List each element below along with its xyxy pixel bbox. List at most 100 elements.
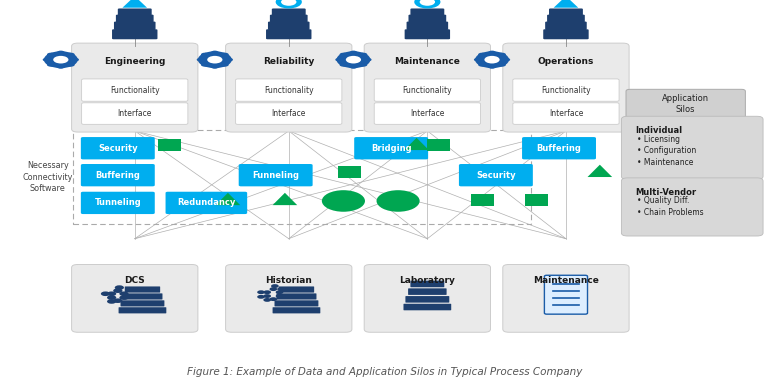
FancyBboxPatch shape: [549, 8, 583, 15]
Text: Funneling: Funneling: [252, 171, 300, 180]
FancyBboxPatch shape: [513, 79, 619, 101]
FancyBboxPatch shape: [122, 293, 162, 300]
Circle shape: [201, 53, 209, 57]
Circle shape: [101, 291, 110, 296]
Circle shape: [57, 50, 65, 54]
FancyBboxPatch shape: [273, 307, 320, 313]
Circle shape: [67, 53, 75, 57]
FancyBboxPatch shape: [410, 281, 444, 287]
Circle shape: [42, 58, 50, 62]
FancyBboxPatch shape: [239, 164, 313, 186]
Circle shape: [377, 190, 420, 212]
FancyBboxPatch shape: [544, 29, 588, 39]
FancyBboxPatch shape: [503, 264, 629, 332]
FancyBboxPatch shape: [410, 8, 444, 15]
FancyBboxPatch shape: [522, 137, 596, 159]
FancyBboxPatch shape: [270, 15, 307, 22]
FancyBboxPatch shape: [547, 15, 585, 22]
Text: Historian: Historian: [266, 276, 312, 285]
Bar: [73, 130, 531, 224]
Circle shape: [226, 58, 233, 62]
Circle shape: [263, 294, 271, 298]
FancyBboxPatch shape: [166, 192, 247, 214]
Text: • Maintenance: • Maintenance: [637, 158, 693, 167]
Circle shape: [322, 190, 365, 212]
Text: • Quality Diff.: • Quality Diff.: [637, 196, 689, 205]
Circle shape: [503, 58, 511, 62]
Circle shape: [47, 53, 55, 57]
FancyBboxPatch shape: [81, 192, 155, 214]
Circle shape: [47, 63, 55, 67]
Circle shape: [276, 294, 283, 298]
FancyBboxPatch shape: [406, 296, 450, 303]
FancyBboxPatch shape: [120, 300, 165, 306]
Text: Functionality: Functionality: [403, 85, 452, 95]
Text: • Licensing: • Licensing: [637, 135, 680, 144]
FancyBboxPatch shape: [125, 286, 160, 293]
FancyBboxPatch shape: [621, 116, 763, 179]
Circle shape: [107, 295, 116, 300]
Text: Interface: Interface: [272, 109, 306, 118]
FancyBboxPatch shape: [403, 304, 451, 310]
FancyBboxPatch shape: [276, 293, 316, 300]
FancyBboxPatch shape: [409, 15, 447, 22]
FancyBboxPatch shape: [374, 79, 480, 101]
FancyBboxPatch shape: [545, 22, 587, 30]
FancyBboxPatch shape: [459, 164, 533, 186]
Circle shape: [474, 58, 481, 62]
Bar: [471, 194, 494, 206]
FancyBboxPatch shape: [626, 89, 745, 118]
Circle shape: [271, 284, 279, 288]
Circle shape: [263, 290, 271, 294]
Text: • Configuration: • Configuration: [637, 146, 696, 155]
Circle shape: [57, 65, 65, 69]
Bar: [624, 124, 761, 234]
FancyBboxPatch shape: [236, 79, 342, 101]
Text: Individual: Individual: [635, 126, 682, 135]
FancyBboxPatch shape: [621, 178, 763, 236]
FancyBboxPatch shape: [72, 264, 198, 332]
Polygon shape: [216, 193, 240, 205]
FancyBboxPatch shape: [364, 43, 490, 132]
Circle shape: [257, 290, 265, 294]
Text: Maintenance: Maintenance: [394, 57, 460, 66]
Circle shape: [488, 50, 496, 54]
Text: Figure 1: Example of Data and Application Silos in Typical Process Company: Figure 1: Example of Data and Applicatio…: [187, 367, 583, 377]
Circle shape: [119, 295, 129, 300]
Text: Reliability: Reliability: [263, 57, 314, 66]
Circle shape: [475, 51, 509, 68]
Circle shape: [277, 287, 285, 291]
Text: Functionality: Functionality: [110, 85, 159, 95]
FancyBboxPatch shape: [407, 22, 448, 30]
Circle shape: [340, 63, 347, 67]
FancyBboxPatch shape: [72, 43, 198, 132]
Circle shape: [221, 53, 229, 57]
FancyBboxPatch shape: [226, 43, 352, 132]
Circle shape: [281, 0, 296, 6]
Text: Redundancy: Redundancy: [177, 198, 236, 208]
Circle shape: [498, 63, 506, 67]
Circle shape: [198, 51, 232, 68]
Circle shape: [207, 56, 223, 64]
Circle shape: [211, 65, 219, 69]
Text: Interface: Interface: [410, 109, 444, 118]
FancyBboxPatch shape: [274, 300, 319, 306]
FancyBboxPatch shape: [503, 43, 629, 132]
FancyBboxPatch shape: [116, 15, 154, 22]
FancyBboxPatch shape: [354, 137, 428, 159]
FancyBboxPatch shape: [268, 22, 310, 30]
Circle shape: [201, 63, 209, 67]
Circle shape: [360, 63, 367, 67]
Text: Application
Silos: Application Silos: [662, 94, 709, 114]
Circle shape: [196, 58, 204, 62]
Text: Operations: Operations: [537, 57, 594, 66]
Circle shape: [72, 58, 79, 62]
Circle shape: [350, 50, 357, 54]
Polygon shape: [122, 0, 147, 8]
Text: Engineering: Engineering: [104, 57, 166, 66]
FancyBboxPatch shape: [544, 275, 588, 314]
Circle shape: [335, 58, 343, 62]
FancyBboxPatch shape: [408, 288, 447, 295]
Bar: [338, 166, 361, 178]
Circle shape: [119, 291, 129, 296]
